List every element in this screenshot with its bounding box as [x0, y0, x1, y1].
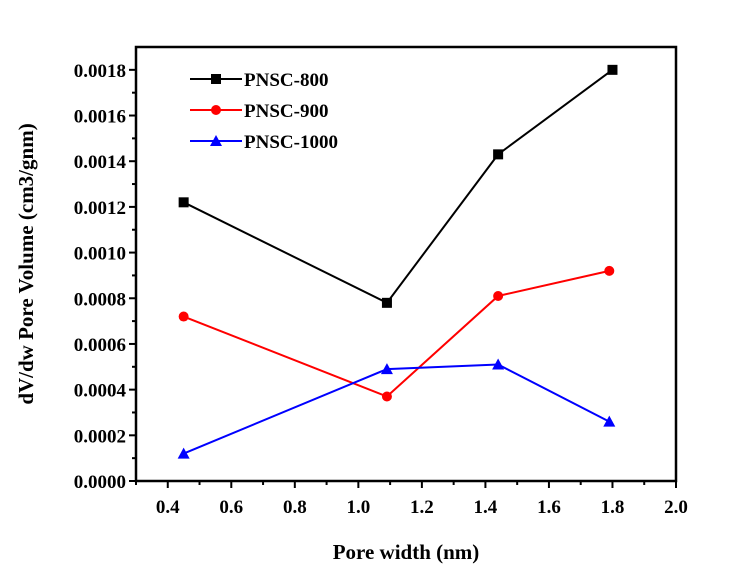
data-point-triangle: [177, 447, 190, 459]
data-point-square: [178, 197, 189, 208]
series-line: [183, 363, 610, 455]
series-line: [183, 269, 610, 398]
legend-label: PNSC-800: [244, 70, 328, 91]
y-tick-label: 0.0008: [74, 289, 126, 310]
legend-item: PNSC-1000: [190, 132, 338, 153]
x-tick-label: 0.4: [156, 497, 180, 518]
y-tick-label: 0.0006: [74, 335, 126, 356]
series-pnsc-900: [178, 265, 615, 402]
data-point-circle: [381, 391, 392, 402]
x-tick-label: 1.8: [601, 497, 625, 518]
y-tick-label: 0.0014: [74, 152, 127, 173]
series-pnsc-1000: [177, 358, 616, 459]
legend: PNSC-800 PNSC-900 PNSC-1000: [190, 70, 338, 153]
plot-frame: [134, 45, 678, 483]
legend-marker-square: [211, 74, 221, 84]
y-tick-label: 0.0018: [74, 61, 126, 82]
data-point-triangle: [380, 363, 393, 375]
data-point-circle: [178, 311, 189, 322]
legend-item: PNSC-900: [190, 101, 328, 122]
data-point-triangle: [603, 415, 616, 427]
series-layer: [177, 64, 618, 459]
legend-marker-triangle: [210, 135, 222, 146]
y-tick-label: 0.0002: [74, 426, 126, 447]
series-line: [183, 69, 614, 305]
data-point-square: [607, 64, 618, 75]
y-tick-label: 0.0000: [74, 472, 126, 493]
data-point-triangle: [492, 358, 505, 370]
y-tick-label: 0.0012: [74, 198, 126, 219]
y-tick-label: 0.0010: [74, 244, 126, 265]
y-tick-label: 0.0016: [74, 107, 126, 128]
legend-label: PNSC-900: [244, 101, 328, 122]
legend-item: PNSC-800: [190, 70, 328, 91]
data-point-circle: [493, 290, 504, 301]
x-tick-label: 1.0: [346, 497, 370, 518]
x-tick-label: 0.6: [219, 497, 243, 518]
x-axis: 0.4 0.6 0.8 1.0 1.2 1.4 1.6 1.8 2.0: [135, 481, 688, 518]
data-point-square: [381, 297, 392, 308]
x-tick-label: 1.2: [410, 497, 434, 518]
x-tick-label: 2.0: [664, 497, 688, 518]
x-tick-label: 0.8: [283, 497, 307, 518]
x-tick-label: 1.4: [474, 497, 498, 518]
x-tick-label: 1.6: [537, 497, 561, 518]
x-axis-title: Pore width (nm): [333, 540, 480, 564]
legend-marker-circle: [211, 105, 221, 115]
legend-label: PNSC-1000: [244, 132, 338, 153]
data-point-square: [493, 149, 504, 160]
y-axis: 0.0000 0.0002 0.0004 0.0006 0.0008 0.0010 0.00…: [74, 61, 136, 493]
data-point-circle: [604, 265, 615, 276]
y-tick-label: 0.0004: [74, 381, 127, 402]
y-axis-title: dV/dw Pore Volume (cm3/gnm): [14, 123, 38, 404]
series-pnsc-800: [178, 64, 618, 308]
